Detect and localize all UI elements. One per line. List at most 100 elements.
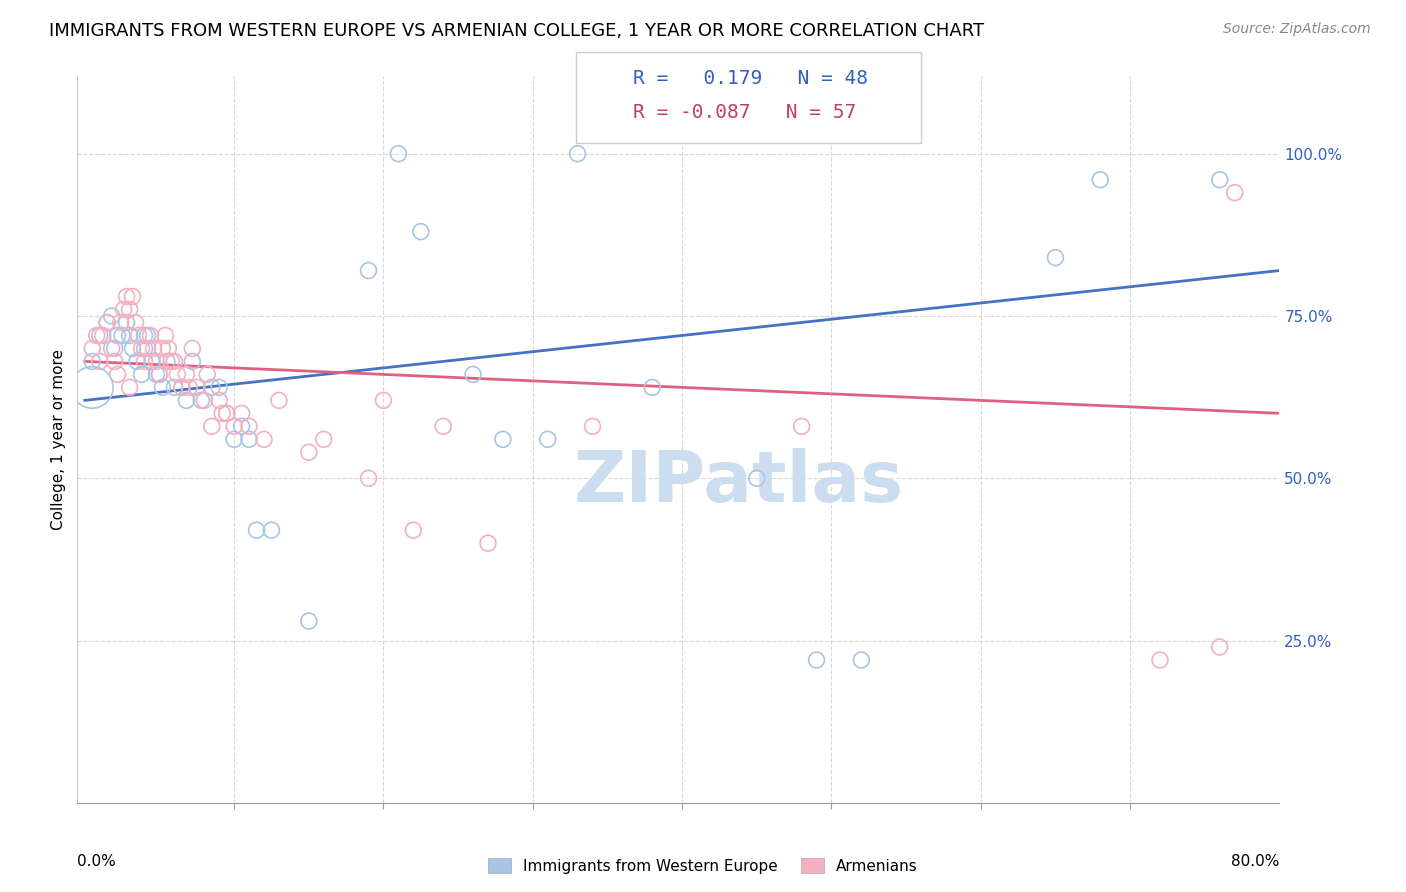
Point [134,354,156,368]
Point [104,354,127,368]
Point [152,342,174,356]
Point [156,354,179,368]
Point [89,354,111,368]
Point [121,342,143,356]
Point [118,302,141,317]
Y-axis label: College, 1 year or more: College, 1 year or more [51,349,66,530]
Text: R =   0.179   N = 48: R = 0.179 N = 48 [633,69,868,87]
Point [745,471,768,485]
Text: IMMIGRANTS FROM WESTERN EUROPE VS ARMENIAN COLLEGE, 1 YEAR OR MORE CORRELATION C: IMMIGRANTS FROM WESTERN EUROPE VS ARMENI… [49,22,984,40]
Point [253,432,276,446]
Point [170,380,193,394]
Point [145,368,167,382]
Point [96,316,118,330]
Point [86,328,108,343]
Point [179,380,201,394]
Point [125,354,148,368]
Text: R = -0.087   N = 57: R = -0.087 N = 57 [633,103,856,121]
Point [790,419,813,434]
Point [312,432,335,446]
Point [176,368,198,382]
Point [208,393,231,408]
Text: 0.0%: 0.0% [77,854,117,869]
Point [851,653,873,667]
Point [134,342,156,356]
Point [145,354,167,368]
Point [181,354,204,368]
Point [581,419,603,434]
Point [118,328,141,343]
Point [115,316,138,330]
Point [131,342,153,356]
Point [121,289,143,303]
Point [537,432,560,446]
Point [215,406,238,420]
Point [89,328,111,343]
Point [245,523,267,537]
Point [298,614,321,628]
Point [136,342,159,356]
Point [82,342,104,356]
Point [201,419,224,434]
Point [142,342,165,356]
Point [432,419,454,434]
Point [461,368,484,382]
Point [477,536,499,550]
Point [139,328,162,343]
Point [170,380,193,394]
Point [641,380,664,394]
Point [492,432,515,446]
Point [298,445,321,459]
Point [231,419,253,434]
Point [148,368,170,382]
Point [1223,186,1246,200]
Legend: Immigrants from Western Europe, Armenians: Immigrants from Western Europe, Armenian… [482,852,924,880]
Point [1090,172,1112,186]
Point [134,328,156,343]
Point [195,368,218,382]
Point [166,368,188,382]
Point [190,393,212,408]
Point [215,406,238,420]
Point [111,328,134,343]
Point [208,380,231,394]
Point [160,354,183,368]
Point [1209,640,1232,654]
Point [155,328,177,343]
Point [157,342,180,356]
Point [82,380,104,394]
Point [148,368,170,382]
Point [82,354,104,368]
Point [1209,172,1232,186]
Text: ZIPatlas: ZIPatlas [574,449,904,517]
Point [163,380,186,394]
Point [131,368,153,382]
Point [136,328,159,343]
Text: 80.0%: 80.0% [1232,854,1279,869]
Point [224,432,246,446]
Point [115,289,138,303]
Point [387,146,409,161]
Point [107,328,129,343]
Point [124,316,146,330]
Point [193,393,215,408]
Point [260,523,283,537]
Point [357,471,380,485]
Point [110,316,132,330]
Point [186,380,208,394]
Point [181,342,204,356]
Point [118,380,141,394]
Point [107,368,129,382]
Point [100,309,122,323]
Point [567,146,589,161]
Point [91,328,114,343]
Point [402,523,425,537]
Point [373,393,395,408]
Point [231,406,253,420]
Point [112,302,135,317]
Point [128,328,150,343]
Point [176,393,198,408]
Point [96,316,118,330]
Point [1149,653,1171,667]
Point [357,263,380,277]
